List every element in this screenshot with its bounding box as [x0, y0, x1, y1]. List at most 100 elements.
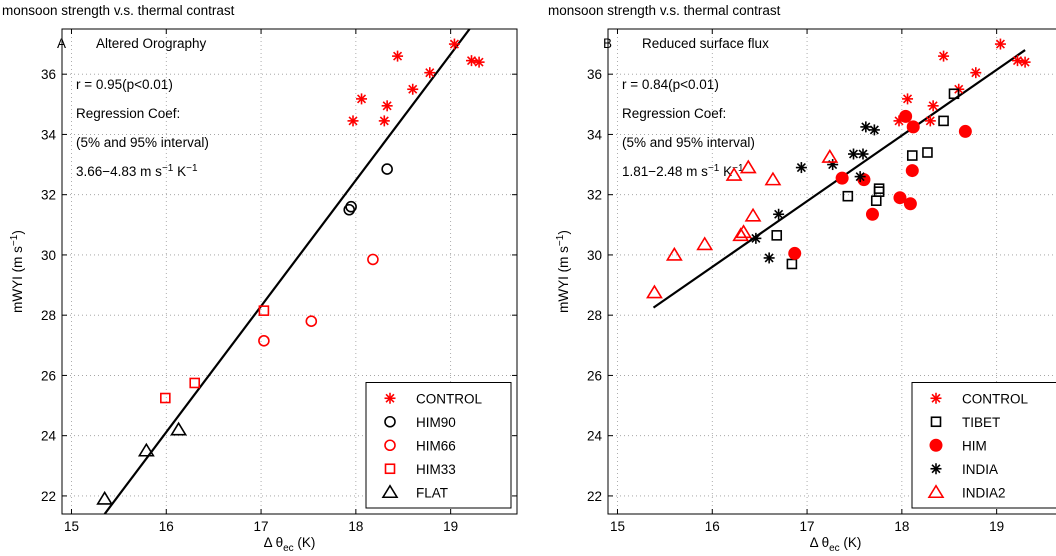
correlation-text: r = 0.84(p<0.01): [622, 77, 719, 92]
data-point-control: [902, 93, 914, 105]
legend: CONTROL HIM90 HIM66 HIM33 FLAT: [365, 382, 512, 509]
legend-label: INDIA: [962, 462, 998, 477]
x-tick-label: 19: [443, 519, 458, 534]
data-point-control: [392, 50, 404, 62]
data-point-india: [868, 124, 880, 136]
data-point-india2: [735, 224, 752, 239]
legend-marker-him33: [384, 463, 396, 475]
data-point-tibet: [948, 88, 960, 100]
y-tick-label: 36: [587, 67, 602, 82]
data-point-india2: [725, 167, 743, 181]
data-point-india2: [646, 284, 663, 299]
data-point-control: [938, 50, 950, 62]
data-point-control: [424, 67, 436, 79]
data-point-tibet: [873, 186, 885, 197]
data-point-control: [356, 93, 368, 105]
x-tick-label: 17: [254, 519, 269, 534]
chart-subtitle: Reduced surface flux: [642, 36, 769, 51]
x-tick-label: 15: [64, 519, 79, 534]
data-point-flat: [96, 490, 114, 505]
x-tick-label: 18: [894, 519, 909, 534]
y-tick-label: 22: [41, 489, 56, 504]
y-tick-label: 22: [587, 489, 602, 504]
legend-label: HIM33: [416, 462, 456, 477]
data-point-control: [927, 100, 939, 112]
chart-title: monsoon strength v.s. thermal contrast: [548, 3, 781, 18]
data-point-india2: [665, 246, 683, 261]
data-point-control: [378, 115, 390, 127]
y-tick-label: 32: [41, 188, 56, 203]
data-point-him: [893, 191, 907, 205]
data-point-india: [848, 148, 860, 160]
legend-marker-tibet: [930, 416, 942, 428]
data-point-control: [347, 115, 359, 127]
y-tick-label: 28: [587, 308, 602, 323]
coef-range-value: 1.81−2.48 m s: [622, 164, 708, 179]
x-tick-label: 16: [705, 519, 720, 534]
data-points: [96, 38, 485, 505]
data-point-flat: [137, 442, 155, 457]
data-point-control: [381, 100, 393, 112]
data-point-india: [854, 171, 866, 183]
coef-range-text: 3.66−4.83 m s−1 K−1: [76, 163, 198, 179]
data-point-india2: [744, 207, 762, 222]
coef-range-exp: −1: [732, 163, 744, 174]
y-tick-label: 26: [587, 368, 602, 383]
data-point-him: [865, 207, 879, 221]
regression-coef-label: Regression Coef:: [76, 106, 180, 121]
chart-subtitle: Altered Orography: [96, 36, 207, 51]
legend-label: HIM90: [416, 415, 456, 430]
interval-label: (5% and 95% interval): [622, 135, 755, 150]
coef-range-text: 1.81−2.48 m s−1 K−1: [622, 163, 744, 179]
legend-marker-control: [384, 392, 396, 404]
data-point-tibet: [906, 150, 918, 161]
plot-frame: [61, 28, 518, 515]
chart-title: monsoon strength v.s. thermal contrast: [2, 3, 235, 18]
data-point-india2: [821, 148, 839, 163]
data-point-india2: [696, 236, 714, 251]
legend-marker-india: [930, 463, 942, 475]
y-tick-label: 32: [587, 188, 602, 203]
coef-range-unit: K: [173, 164, 186, 179]
data-point-tibet: [938, 115, 949, 127]
interval-label: (5% and 95% interval): [76, 135, 209, 150]
data-point-him66: [367, 253, 379, 266]
x-tick-label: 16: [159, 519, 174, 534]
legend-marker-him90: [384, 415, 396, 428]
plot-frame: [607, 28, 1056, 515]
data-point-him90: [345, 200, 357, 213]
data-point-control: [407, 83, 419, 95]
data-point-control: [466, 55, 477, 67]
y-tick-label: 24: [41, 429, 57, 444]
legend-label: INDIA2: [962, 485, 1006, 500]
y-axis-label: mWYI (m s−1): [9, 230, 25, 313]
coef-range-exp: −1: [708, 163, 720, 174]
legend-marker-flat: [381, 484, 399, 499]
data-point-control: [1012, 55, 1023, 67]
legend-label: TIBET: [962, 415, 1000, 430]
x-tick-label: 19: [989, 519, 1004, 534]
data-point-him: [906, 120, 920, 134]
legend: CONTROL TIBET HIM INDIA INDIA2: [911, 382, 1056, 509]
legend-label: HIM66: [416, 438, 456, 453]
legend-label: CONTROL: [962, 391, 1028, 406]
correlation-text: r = 0.95(p<0.01): [76, 77, 173, 92]
data-point-control: [473, 56, 485, 68]
y-tick-label: 26: [41, 368, 56, 383]
legend-marker-him: [929, 438, 943, 452]
data-point-india2: [739, 159, 757, 174]
y-tick-label: 24: [587, 429, 603, 444]
data-point-tibet: [870, 195, 882, 207]
legend-label: CONTROL: [416, 391, 482, 406]
data-point-india: [795, 162, 807, 174]
data-point-him33: [258, 305, 270, 316]
data-point-tibet: [922, 147, 933, 158]
data-point-tibet: [873, 183, 885, 194]
y-tick-label: 30: [41, 248, 56, 263]
coef-range-value: 3.66−4.83 m s: [76, 164, 162, 179]
x-axis-label: Δ θec (K): [264, 535, 316, 554]
data-point-him: [903, 197, 917, 211]
